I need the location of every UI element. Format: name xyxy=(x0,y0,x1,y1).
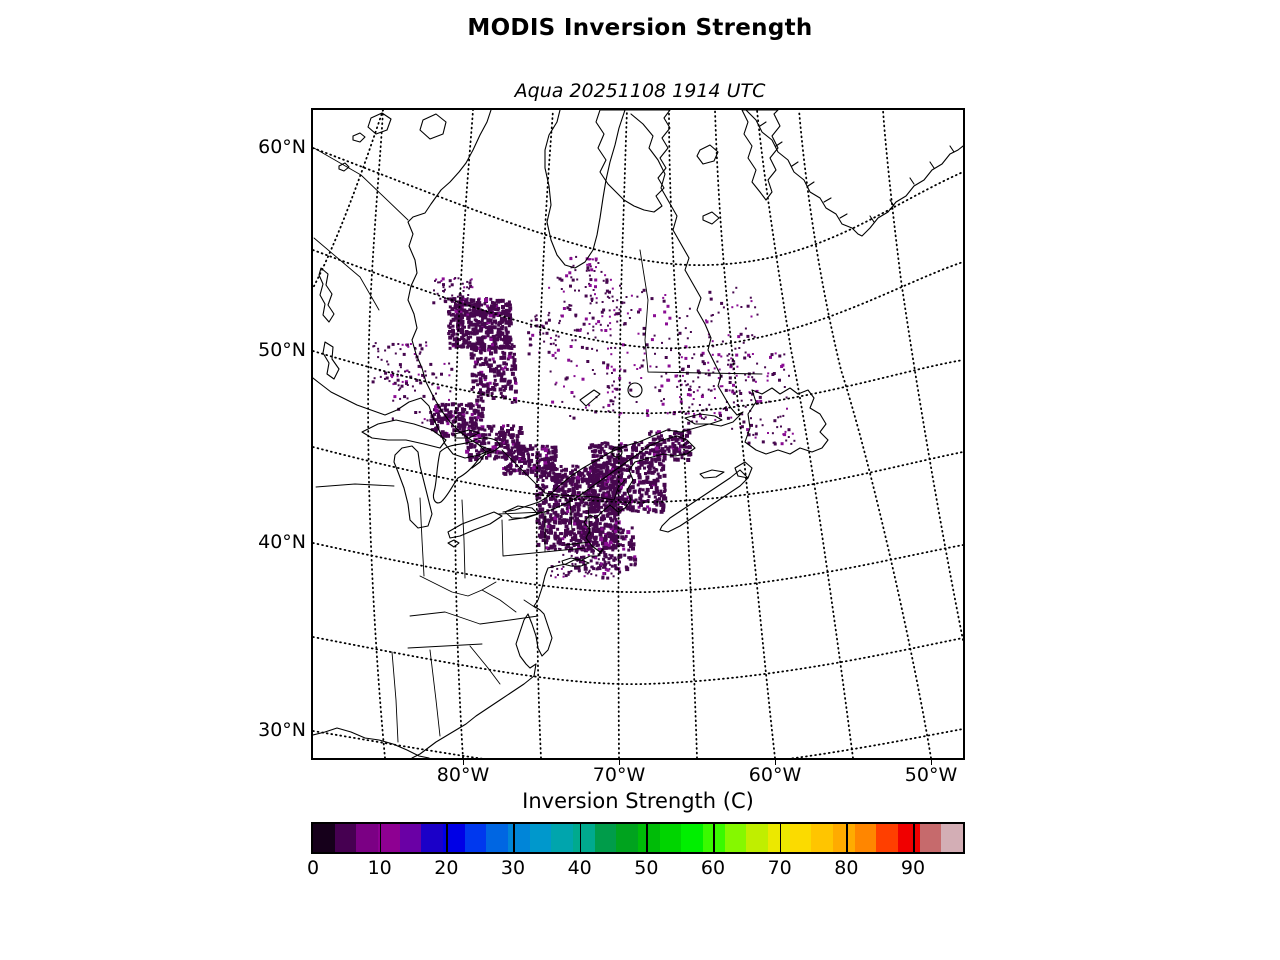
lon-tick-label: 60°W xyxy=(748,764,802,786)
colorbar-segment xyxy=(876,824,899,852)
colorbar-tick-mark xyxy=(579,824,582,852)
colorbar-tick-label: 10 xyxy=(367,857,392,879)
colorbar-segment xyxy=(421,824,444,852)
colorbar-segment xyxy=(443,824,465,852)
lat-tick-label: 50°N xyxy=(258,339,306,361)
colorbar-segment xyxy=(746,824,769,852)
colorbar-segment xyxy=(594,824,617,852)
colorbar-segment xyxy=(898,824,920,852)
lon-tick-label: 50°W xyxy=(904,764,958,786)
lon-tick-label: 80°W xyxy=(436,764,490,786)
lon-tick-mark xyxy=(463,760,464,765)
colorbar-segment xyxy=(616,824,639,852)
colorbar-tick-mark xyxy=(646,824,648,852)
colorbar-segment xyxy=(573,824,595,852)
colorbar-tick-label: 20 xyxy=(434,857,459,879)
lon-tick-mark xyxy=(931,760,932,765)
colorbar-segment xyxy=(529,824,552,852)
colorbar-title: Inversion Strength (C) xyxy=(522,789,754,813)
colorbar-segment xyxy=(356,824,379,852)
colorbar-segment xyxy=(768,824,790,852)
colorbar-tick-mark xyxy=(779,824,782,852)
lat-tick-label: 40°N xyxy=(258,531,306,553)
coastlines xyxy=(313,110,963,758)
lakes xyxy=(611,382,643,458)
colorbar xyxy=(311,822,965,854)
colorbar-tick-mark xyxy=(513,824,515,852)
lat-tick-label: 60°N xyxy=(258,136,306,158)
colorbar-tick-mark xyxy=(446,824,448,852)
state-borders xyxy=(313,147,763,743)
colorbar-segment xyxy=(313,824,335,852)
colorbar-segment xyxy=(919,824,942,852)
colorbar-tick-mark xyxy=(379,824,382,852)
figure-subtitle: Aqua 20251108 1914 UTC xyxy=(514,80,766,102)
colorbar-tick-label: 80 xyxy=(834,857,859,879)
colorbar-segment xyxy=(551,824,574,852)
map-canvas xyxy=(313,110,963,758)
colorbar-segment xyxy=(854,824,877,852)
colorbar-segment xyxy=(638,824,660,852)
colorbar-segment xyxy=(378,824,400,852)
colorbar-segment xyxy=(399,824,422,852)
colorbar-tick-mark xyxy=(713,824,715,852)
colorbar-tick-label: 50 xyxy=(634,857,659,879)
colorbar-tick-label: 90 xyxy=(900,857,926,879)
colorbar-segment xyxy=(464,824,487,852)
colorbar-segment xyxy=(833,824,855,852)
graticule xyxy=(313,110,963,758)
lat-tick-label: 30°N xyxy=(258,719,306,741)
colorbar-segment xyxy=(486,824,509,852)
data-overlay xyxy=(371,255,796,580)
colorbar-tick-label: 30 xyxy=(500,857,526,879)
colorbar-tick-mark xyxy=(913,824,915,852)
colorbar-segment xyxy=(811,824,834,852)
map-plot xyxy=(311,108,965,760)
lon-tick-mark xyxy=(775,760,776,765)
colorbar-segment xyxy=(334,824,357,852)
colorbar-segment xyxy=(789,824,812,852)
lon-tick-label: 70°W xyxy=(592,764,646,786)
colorbar-tick-mark xyxy=(846,824,848,852)
colorbar-segment xyxy=(508,824,530,852)
colorbar-tick-label: 60 xyxy=(700,857,726,879)
colorbar-segment xyxy=(659,824,682,852)
colorbar-tick-label: 0 xyxy=(306,857,320,879)
colorbar-tick-label: 40 xyxy=(567,857,592,879)
lon-tick-mark xyxy=(619,760,620,765)
figure-title: MODIS Inversion Strength xyxy=(467,15,813,41)
colorbar-segment xyxy=(724,824,747,852)
colorbar-segment xyxy=(681,824,704,852)
colorbar-segment xyxy=(941,824,964,852)
colorbar-tick-label: 70 xyxy=(767,857,792,879)
